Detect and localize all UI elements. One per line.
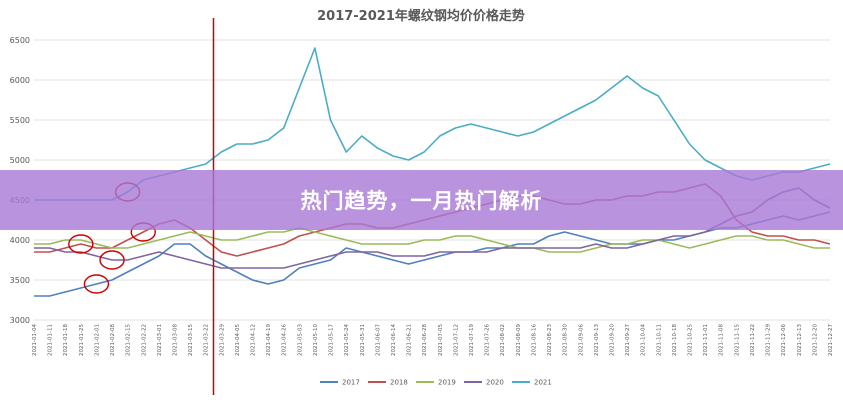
- x-tick-label: 2021-08-16: [531, 324, 537, 356]
- x-tick-label: 2021-05-24: [344, 324, 350, 356]
- chart-title: 2017-2021年螺纹钢均价价格走势: [317, 8, 525, 24]
- x-tick-label: 2021-11-01: [703, 324, 709, 356]
- x-tick-label: 2021-01-04: [32, 324, 38, 356]
- x-tick-label: 2021-07-12: [453, 324, 459, 356]
- x-tick-label: 2021-05-31: [360, 324, 366, 356]
- x-tick-label: 2021-09-06: [578, 324, 584, 356]
- x-tick-label: 2021-08-02: [500, 324, 506, 356]
- x-tick-label: 2021-04-12: [251, 324, 257, 356]
- y-tick-label: 3000: [10, 316, 30, 325]
- x-tick-label: 2021-11-22: [750, 324, 756, 356]
- x-tick-label: 2021-06-14: [391, 324, 397, 356]
- x-tick-label: 2021-08-09: [516, 324, 522, 356]
- x-tick-label: 2021-07-19: [469, 324, 475, 356]
- x-tick-label: 2021-09-13: [594, 324, 600, 356]
- x-tick-label: 2021-01-11: [48, 324, 54, 356]
- y-tick-label: 5500: [10, 116, 30, 125]
- x-tick-label: 2021-03-01: [157, 324, 163, 356]
- y-tick-label: 5000: [10, 156, 30, 165]
- x-tick-label: 2021-04-19: [266, 324, 272, 356]
- series-line-2020: [34, 187, 831, 269]
- y-tick-label: 4000: [10, 236, 30, 245]
- x-tick-label: 2021-10-18: [672, 324, 678, 356]
- x-tick-label: 2021-07-05: [438, 324, 444, 356]
- x-tick-label: 2021-03-29: [219, 324, 225, 356]
- x-tick-label: 2021-04-26: [282, 324, 288, 356]
- x-tick-label: 2021-10-11: [656, 324, 662, 356]
- y-tick-label: 6000: [10, 76, 30, 85]
- x-tick-label: 2021-07-26: [485, 324, 491, 356]
- series-line-2019: [34, 227, 830, 253]
- x-tick-label: 2021-03-08: [172, 324, 178, 356]
- x-tick-label: 2021-05-17: [329, 324, 335, 356]
- legend-label: 2021: [534, 379, 552, 387]
- legend-label: 2018: [390, 379, 408, 387]
- x-tick-label: 2021-09-27: [625, 324, 631, 356]
- x-tick-label: 2021-02-08: [110, 324, 116, 356]
- x-tick-label: 2021-02-01: [94, 324, 100, 356]
- x-tick-label: 2021-10-04: [641, 324, 647, 356]
- annotation-circle: [83, 274, 110, 294]
- x-tick-label: 2021-11-08: [719, 324, 725, 356]
- x-tick-label: 2021-08-30: [563, 324, 569, 356]
- x-tick-label: 2021-02-22: [141, 324, 147, 356]
- legend-label: 2019: [438, 379, 456, 387]
- y-tick-label: 6500: [10, 36, 30, 45]
- x-tick-label: 2021-12-20: [812, 324, 818, 356]
- x-tick-label: 2021-09-20: [609, 324, 615, 356]
- x-tick-label: 2021-03-22: [204, 324, 210, 356]
- x-tick-label: 2021-05-03: [297, 324, 303, 356]
- x-tick-label: 2021-06-28: [422, 324, 428, 356]
- x-tick-label: 2021-10-25: [688, 324, 694, 356]
- annotation-circle: [99, 250, 125, 270]
- x-tick-label: 2021-12-06: [781, 324, 787, 356]
- y-tick-label: 3500: [10, 276, 30, 285]
- x-tick-label: 2021-01-18: [63, 324, 69, 356]
- x-tick-label: 2021-06-21: [407, 324, 413, 356]
- x-tick-label: 2021-03-15: [188, 324, 194, 356]
- x-tick-label: 2021-01-25: [79, 324, 85, 356]
- x-tick-label: 2021-02-15: [126, 324, 132, 356]
- x-tick-label: 2021-11-29: [766, 324, 772, 356]
- banner-text: 热门趋势，一月热门解析: [300, 189, 543, 213]
- annotation-circle: [68, 234, 94, 254]
- x-tick-label: 2021-12-13: [797, 324, 803, 356]
- x-tick-label: 2021-05-10: [313, 324, 319, 356]
- x-tick-label: 2021-06-07: [375, 324, 381, 356]
- x-tick-label: 2021-11-15: [734, 324, 740, 356]
- x-tick-label: 2021-12-27: [828, 324, 834, 356]
- legend-label: 2017: [342, 379, 360, 387]
- x-tick-label: 2021-08-23: [547, 324, 553, 356]
- title-banner: 热门趋势，一月热门解析: [0, 170, 843, 230]
- legend-label: 2020: [486, 379, 504, 387]
- x-tick-label: 2021-04-05: [235, 324, 241, 356]
